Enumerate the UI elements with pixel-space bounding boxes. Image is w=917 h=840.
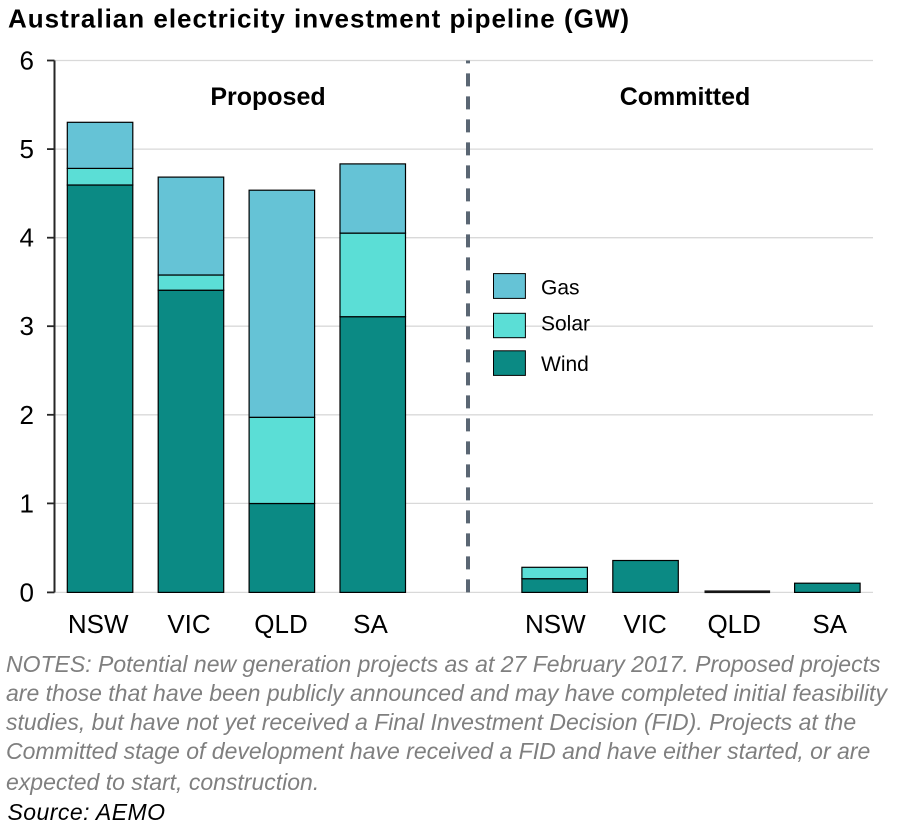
svg-text:NOTES: Potential new generatio: NOTES: Potential new generation projects… — [6, 651, 881, 677]
svg-text:NSW: NSW — [68, 609, 129, 639]
svg-text:6: 6 — [20, 46, 34, 76]
svg-text:Committed stage of development: Committed stage of development have rece… — [6, 738, 870, 764]
svg-text:Australian electricity investm: Australian electricity investment pipeli… — [8, 4, 630, 34]
svg-text:are those that have been publi: are those that have been publicly announ… — [6, 680, 888, 706]
svg-text:0: 0 — [20, 577, 34, 607]
svg-text:3: 3 — [20, 311, 34, 341]
svg-text:1: 1 — [20, 488, 34, 518]
svg-text:SA: SA — [812, 609, 847, 639]
svg-text:Gas: Gas — [541, 277, 580, 300]
svg-text:VIC: VIC — [167, 609, 210, 639]
svg-text:studies, but have not yet rece: studies, but have not yet received a Fin… — [6, 709, 856, 735]
svg-text:QLD: QLD — [707, 609, 760, 639]
svg-text:VIC: VIC — [623, 609, 666, 639]
svg-text:expected to start, constructio: expected to start, construction. — [6, 769, 319, 795]
svg-text:QLD: QLD — [254, 609, 307, 639]
svg-text:SA: SA — [353, 609, 388, 639]
svg-text:5: 5 — [20, 134, 34, 164]
svg-text:Wind: Wind — [541, 353, 589, 376]
svg-text:Proposed: Proposed — [210, 83, 325, 111]
svg-text:Solar: Solar — [541, 313, 590, 336]
svg-text:NSW: NSW — [525, 609, 586, 639]
svg-text:2: 2 — [20, 400, 34, 430]
svg-text:4: 4 — [20, 223, 34, 253]
svg-text:Source: AEMO: Source: AEMO — [8, 799, 166, 825]
svg-text:Committed: Committed — [620, 83, 751, 111]
